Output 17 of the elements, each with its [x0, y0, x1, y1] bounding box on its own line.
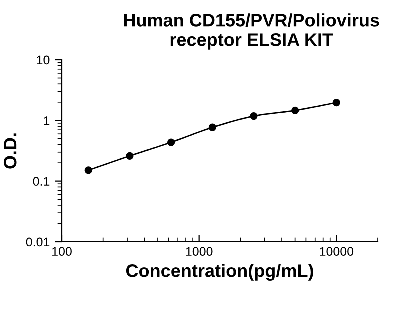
x-tick-label: 100: [52, 247, 72, 256]
point: [292, 106, 300, 115]
y-tick-label: 1: [44, 116, 50, 126]
y-tick-label: 0.01: [26, 238, 50, 247]
point: [208, 124, 216, 132]
point: [126, 152, 134, 160]
x-tick-label: 10000: [320, 247, 354, 256]
chart-title: Human CD155/PVR/Poliovirus receptor ELSIA KIT: [124, 14, 380, 50]
point: [332, 98, 340, 107]
x-tick-label: 1000: [186, 247, 213, 256]
point: [84, 166, 92, 174]
x-axis-title: Concentration(pg/mL): [126, 264, 314, 281]
point: [250, 112, 258, 120]
y-axis-title: O.D.: [4, 134, 17, 169]
y-tick-label: 10: [37, 56, 50, 65]
point: [167, 138, 176, 146]
y-tick-label: 0.1: [33, 177, 50, 186]
